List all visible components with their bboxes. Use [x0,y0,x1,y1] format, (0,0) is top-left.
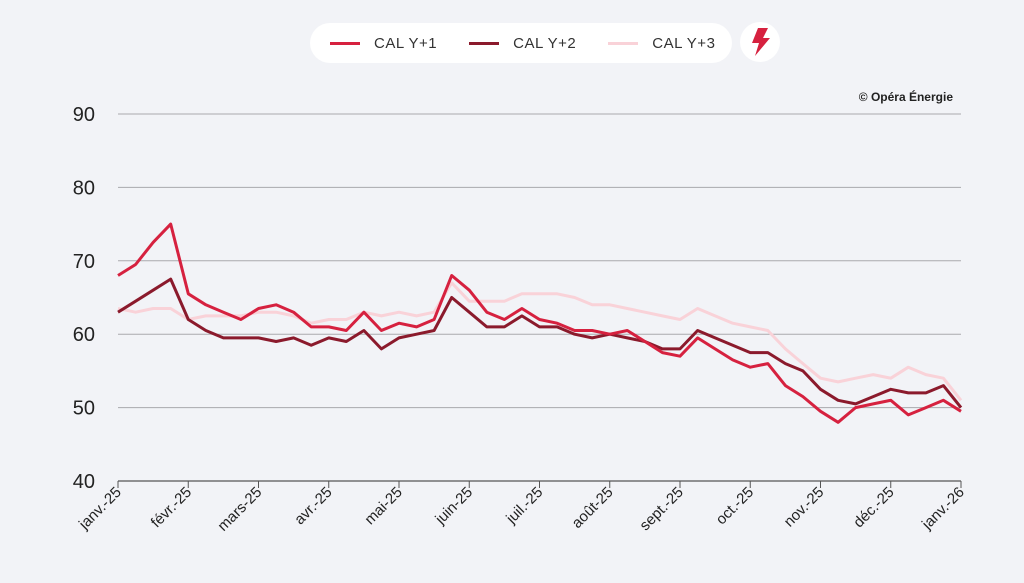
legend-item-cal-y2[interactable]: CAL Y+2 [469,35,576,52]
x-tick-label: déc.-25 [850,484,897,531]
x-tick-label: nov.-25 [781,484,828,531]
legend-swatch [608,41,639,45]
lightning-bolt-icon[interactable] [740,22,780,62]
y-tick-label: 60 [73,324,95,346]
legend-item-cal-y3[interactable]: CAL Y+3 [608,35,715,52]
series-line-cal-y-1 [117,222,962,424]
x-tick-label: sept.-25 [636,484,686,534]
y-tick-label: 40 [73,471,95,493]
series-line-cal-y-2 [117,277,963,409]
x-tick-label: juin-25 [432,484,477,529]
y-tick-label: 90 [73,104,95,126]
copyright-credit: © Opéra Énergie [858,90,953,104]
x-tick-label: janv.-26 [918,484,968,534]
y-tick-label: 70 [73,251,95,273]
series-line-cal-y-3 [117,281,963,402]
x-tick-label: mai-25 [361,484,405,528]
x-tick-label: oct.-25 [713,484,757,528]
legend-item-cal-y1[interactable]: CAL Y+1 [330,35,437,52]
legend-label: CAL Y+2 [513,34,577,52]
legend-label: CAL Y+3 [652,34,716,52]
x-tick-label: août-25 [569,484,617,532]
x-tick-label: févr.-25 [148,484,195,531]
legend-swatch [469,41,500,45]
x-tick-label: mars-25 [214,484,265,535]
y-tick-label: 80 [73,177,95,199]
y-tick-label: 50 [73,398,95,420]
legend-label: CAL Y+1 [374,34,438,52]
chart-legend: CAL Y+1 CAL Y+2 CAL Y+3 [310,23,732,63]
x-tick-label: juil.-25 [502,484,546,528]
legend-swatch [330,41,360,45]
x-tick-label: avr.-25 [291,484,335,528]
